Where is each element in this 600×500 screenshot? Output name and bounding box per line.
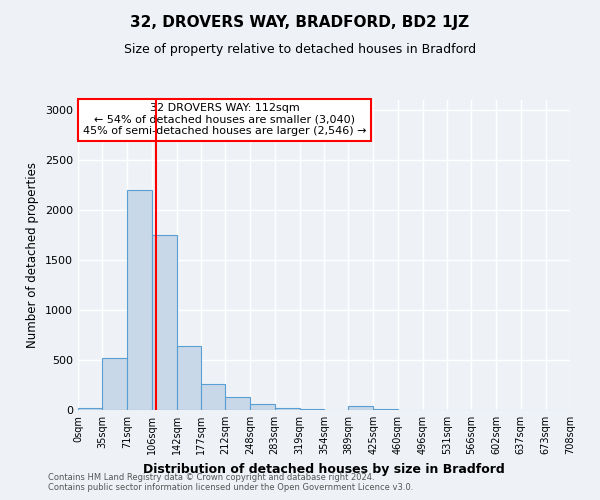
Bar [127,190,152,410]
Bar [201,384,226,410]
Bar [373,408,398,410]
Bar [226,397,250,410]
Bar [250,404,275,410]
Bar [275,408,299,410]
Bar [103,358,127,410]
Text: Size of property relative to detached houses in Bradford: Size of property relative to detached ho… [124,42,476,56]
X-axis label: Distribution of detached houses by size in Bradford: Distribution of detached houses by size … [143,462,505,475]
Text: Contains public sector information licensed under the Open Government Licence v3: Contains public sector information licen… [48,484,413,492]
Y-axis label: Number of detached properties: Number of detached properties [26,162,40,348]
Bar [349,406,373,410]
Text: 32, DROVERS WAY, BRADFORD, BD2 1JZ: 32, DROVERS WAY, BRADFORD, BD2 1JZ [130,15,470,30]
Bar [299,409,324,410]
Text: 32 DROVERS WAY: 112sqm
← 54% of detached houses are smaller (3,040)
45% of semi-: 32 DROVERS WAY: 112sqm ← 54% of detached… [83,103,367,136]
Bar [78,408,103,410]
Text: Contains HM Land Registry data © Crown copyright and database right 2024.: Contains HM Land Registry data © Crown c… [48,474,374,482]
Bar [152,235,176,410]
Bar [176,346,201,410]
